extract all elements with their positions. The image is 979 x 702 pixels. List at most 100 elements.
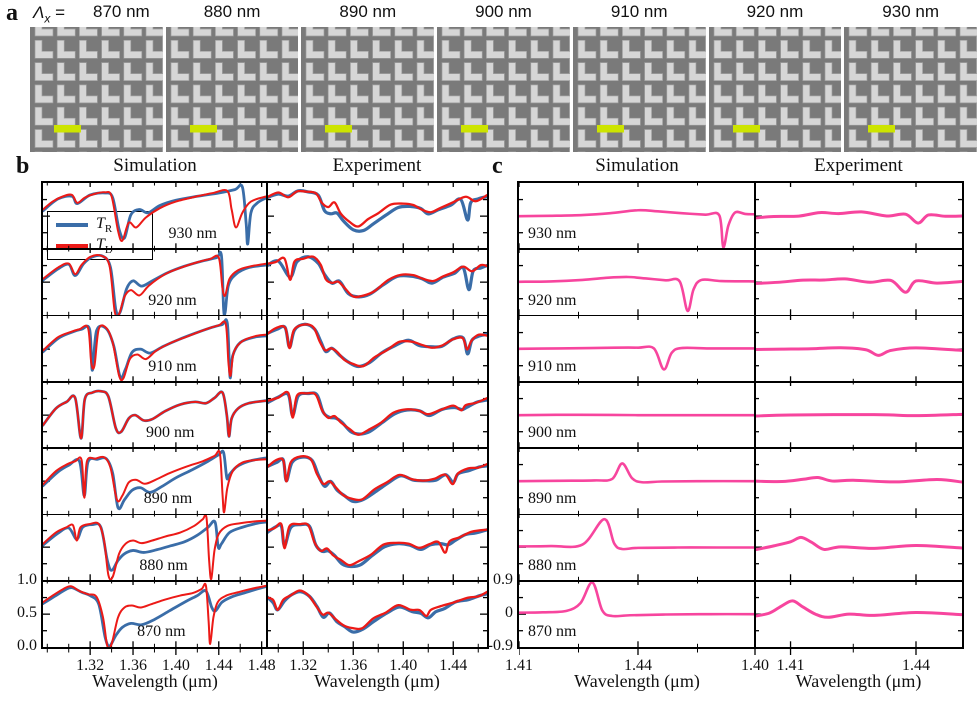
spectrum-cell-870nm-exp [755,580,962,647]
l-shaped-structure [281,129,299,148]
l-shaped-structure [394,27,414,37]
panel-c-label: c [492,153,503,179]
l-shaped-structure [644,84,663,104]
panel-b-exp-header: Experiment [332,155,422,176]
axis-right [487,181,489,649]
l-shaped-structure [802,27,821,37]
legend-label: TL [96,235,112,257]
l-shaped-structure [530,27,550,37]
l-shaped-structure [123,27,143,37]
l-shaped-structure [306,84,325,104]
l-shaped-structure [214,62,234,81]
spectrum-cell-900nm-exp [267,381,487,449]
l-shaped-structure [893,39,913,59]
l-shaped-structure [893,62,913,81]
l-shaped-structure [79,39,98,59]
l-shaped-structure [34,27,54,37]
l-shaped-structure [959,27,977,37]
row-label: 880 nm [139,556,188,574]
l-shaped-structure [530,84,550,104]
l-shaped-structure [824,39,842,59]
axis-top [517,181,964,183]
row-label: 930 nm [168,225,217,243]
l-shaped-structure [101,129,120,148]
row-label: 920 nm [148,291,197,309]
l-shaped-structure [463,84,483,104]
spectrum-cell-880nm-exp [267,514,487,581]
l-shaped-structure [123,106,143,126]
l-shaped-structure [441,39,461,59]
row-divider [519,513,962,516]
l-shaped-structure [644,129,663,148]
l-shaped-structure [214,39,234,59]
l-shaped-structure [56,84,76,104]
y-tick-label: 1.0 [17,570,37,588]
l-shaped-structure [688,62,706,81]
l-shaped-structure [236,27,256,37]
x-tick-label: 1.36 [119,657,148,674]
l-shaped-structure [417,62,435,81]
spectrum-cell-890nm-exp [267,448,487,515]
l-shaped-structure [170,27,190,37]
l-shaped-structure [281,39,299,59]
l-shaped-structure [915,129,935,148]
l-shaped-structure [281,106,299,126]
l-shaped-structure [644,39,663,59]
l-shaped-structure [937,106,957,126]
row-label: 900 nm [146,424,195,442]
l-shaped-structure [259,27,278,37]
l-shaped-structure [192,84,212,104]
l-shaped-structure [666,62,685,81]
scale-bar [461,125,489,133]
x-tick-label: 1.48 [247,657,276,674]
l-shaped-structure [621,129,641,148]
panel-c-exp-xlabel: Wavelength (μm) [795,671,922,691]
l-shaped-structure [735,27,755,37]
l-shaped-structure [259,129,278,148]
l-shaped-structure [281,62,299,81]
l-shaped-structure [508,84,528,104]
l-shaped-structure [214,27,234,37]
l-shaped-structure [101,39,120,59]
l-shaped-structure [779,84,799,104]
l-shaped-structure [79,84,98,104]
spectrum-cell-890nm-exp [755,448,962,515]
y-tick-label: -0.9 [487,637,513,654]
l-shaped-structure [688,39,706,59]
l-shaped-structure [417,27,435,37]
x-tick-label: 1.36 [339,657,368,674]
l-shaped-structure [123,84,143,104]
l-shaped-structure [959,39,977,59]
axis-top [41,181,489,183]
l-shaped-structure [34,129,54,148]
lambda-symbol: Λ [33,3,45,22]
l-shaped-structure [34,39,54,59]
row-label: 900 nm [528,424,577,442]
l-shaped-structure [417,129,435,148]
axis-left [41,181,43,649]
l-shaped-structure [441,62,461,81]
x-tick-label: 1.44 [204,657,233,674]
l-shaped-structure [779,129,799,148]
sem-image [301,27,435,152]
panel-c-exp-header: Experiment [814,155,903,176]
axis-bottom [41,647,489,649]
l-shaped-structure [441,27,461,37]
l-shaped-structure [145,27,163,37]
l-shaped-structure [56,27,76,37]
l-shaped-structure [915,27,935,37]
spectrum-cell-920nm-sim [43,249,267,316]
l-shaped-structure [713,106,732,126]
lattice-constant-prefix: Λx = [33,3,65,25]
l-shaped-structure [937,62,957,81]
l-shaped-structure [259,39,278,59]
l-shaped-structure [824,27,842,37]
spectrum-cell-930nm-sim [43,183,267,250]
l-shaped-structure [937,129,957,148]
spectrum-cell-880nm-exp [755,514,962,581]
l-shaped-structure [552,129,570,148]
l-shaped-structure [871,27,890,37]
row-label: 910 nm [528,357,577,375]
l-shaped-structure [101,106,120,126]
row-label: 890 nm [143,490,193,508]
